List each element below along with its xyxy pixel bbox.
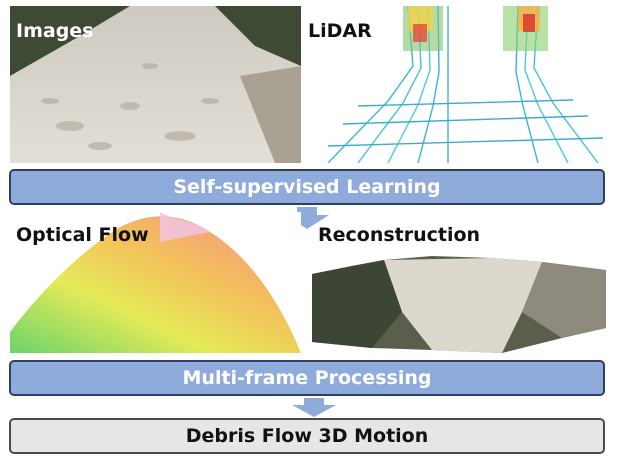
arrow-down-icon [285,207,329,229]
reconstruction-label: Reconstruction [318,224,481,246]
reconstruction-model [312,252,606,353]
lidar-label: LiDAR [308,20,372,42]
images-photo [10,6,301,163]
images-label: Images [16,20,94,42]
multi-frame-processing-step: Multi-frame Processing [9,360,605,396]
optical-flow-label: Optical Flow [16,224,149,246]
optical-flow-map [10,212,301,353]
lidar-point-cloud [318,6,608,163]
arrow-down-icon [292,398,336,417]
self-supervised-learning-step: Self-supervised Learning [9,169,605,205]
debris-flow-3d-motion-output: Debris Flow 3D Motion [9,418,605,454]
